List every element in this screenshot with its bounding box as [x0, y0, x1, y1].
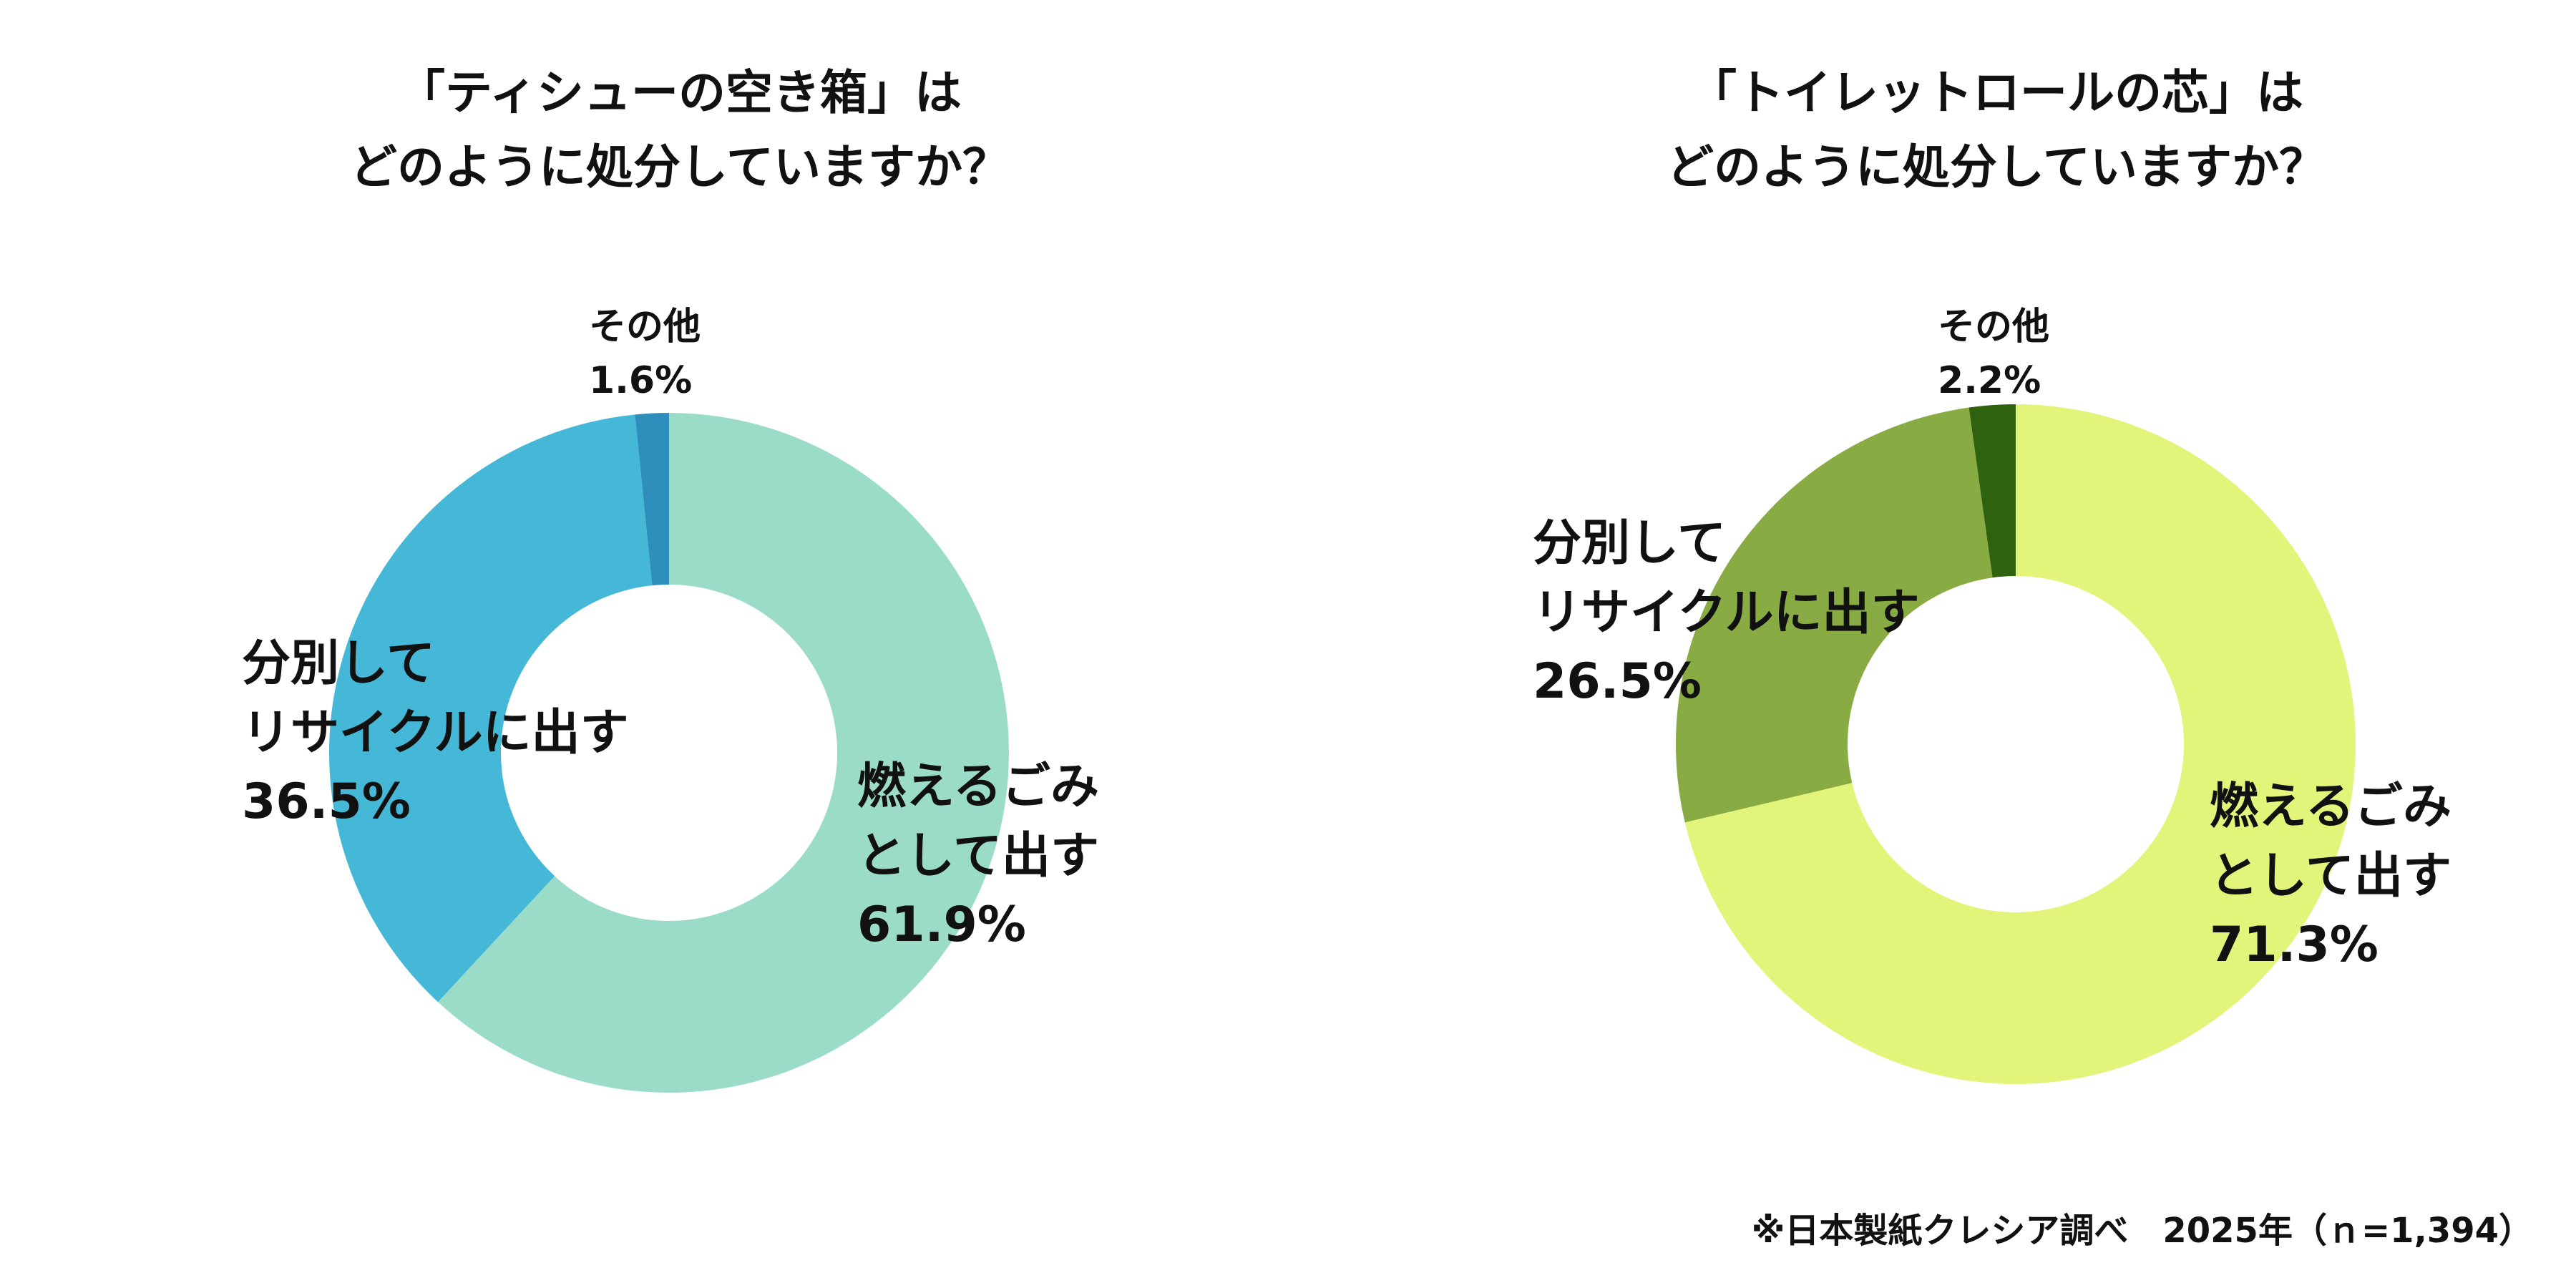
slice-other	[635, 413, 669, 586]
data-label: 1.6%	[589, 359, 693, 403]
slice-label-other: その他 2.2%	[1938, 301, 2049, 409]
slice-burnable	[1684, 404, 2356, 1084]
slice-label-other: その他 1.6%	[589, 301, 701, 409]
slice-label-burnable: 燃えるごみ として出す 71.3%	[2210, 773, 2451, 980]
title-line-1: 「ティシューの空き箱」は	[397, 65, 962, 120]
chart-title-tissue-box: 「ティシューの空き箱」は どのように処分していますか？	[215, 56, 1145, 205]
data-label: 2.2%	[1938, 359, 2041, 403]
donut-toilet-roll	[1676, 404, 2356, 1084]
slice-other	[1968, 404, 2016, 578]
title-line-2: どのように処分していますか？	[349, 140, 1010, 195]
data-label: 36.5%	[242, 774, 411, 831]
slice-label-recycle: 分別して リサイクルに出す 26.5%	[1533, 509, 1920, 717]
donut-tissue-box	[329, 413, 1010, 1093]
slice-recycle	[329, 414, 653, 1002]
slice-label-recycle: 分別して リサイクルに出す 36.5%	[242, 630, 629, 837]
data-label: 61.9%	[857, 897, 1026, 954]
slice-burnable	[438, 413, 1010, 1093]
slice-recycle	[1676, 407, 1993, 823]
source-footnote: ※日本製紙クレシア調べ 2025年（ｎ=1,394）	[1751, 1211, 2533, 1251]
data-label: 71.3%	[2210, 917, 2379, 974]
title-line-2: どのように処分していますか？	[1666, 140, 2327, 195]
title-line-1: 「トイレットロールの芯」は	[1689, 65, 2303, 120]
data-label: 26.5%	[1533, 653, 1702, 711]
chart-title-toilet-roll: 「トイレットロールの芯」は どのように処分していますか？	[1531, 56, 2462, 205]
slice-label-burnable: 燃えるごみ として出す 61.9%	[857, 753, 1099, 960]
